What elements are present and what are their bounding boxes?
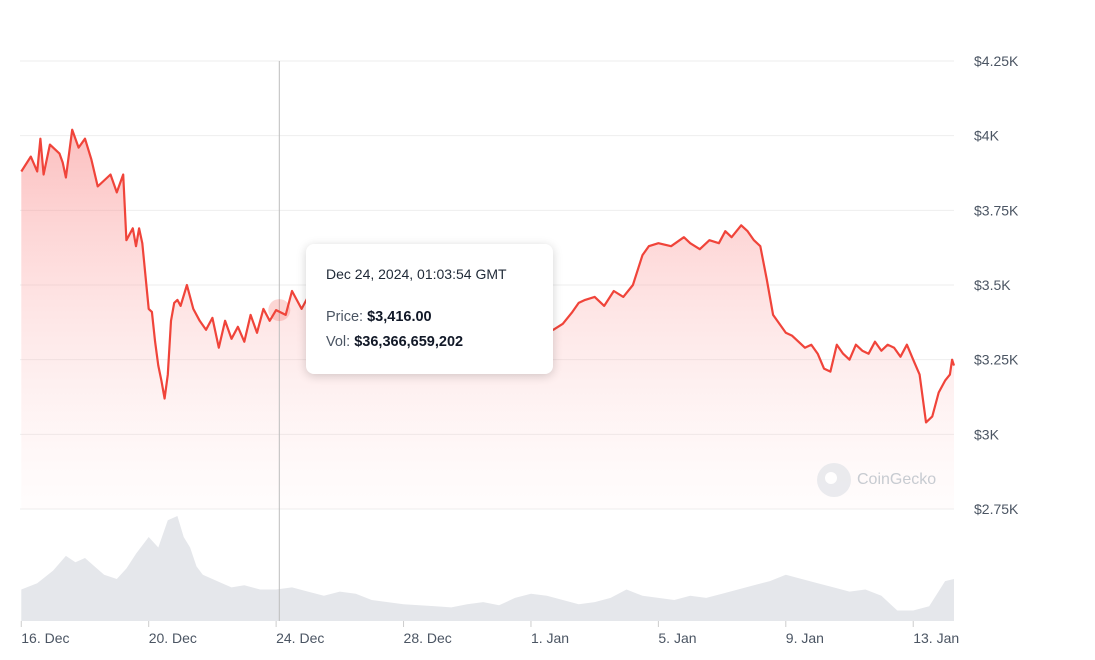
tooltip-price-value: $3,416.00 xyxy=(367,309,432,325)
x-tick-label: 1. Jan xyxy=(531,630,569,646)
price-tooltip: Dec 24, 2024, 01:03:54 GMT Price: $3,416… xyxy=(306,244,553,374)
watermark-text: CoinGecko xyxy=(857,471,937,488)
y-tick-label: $2.75K xyxy=(974,501,1019,517)
x-tick-label: 16. Dec xyxy=(21,630,69,646)
tooltip-volume-label: Vol: xyxy=(326,334,351,350)
x-tick-label: 9. Jan xyxy=(786,630,824,646)
x-tick-label: 24. Dec xyxy=(276,630,324,646)
x-tick-label: 20. Dec xyxy=(149,630,197,646)
tooltip-date: Dec 24, 2024, 01:03:54 GMT xyxy=(326,266,507,282)
tooltip-volume-row: Vol: $36,366,659,202 xyxy=(326,334,533,350)
y-tick-label: $3.5K xyxy=(974,277,1011,293)
x-tick-label: 13. Jan xyxy=(913,630,959,646)
coingecko-logo-icon xyxy=(817,463,851,497)
y-tick-label: $4K xyxy=(974,128,1000,144)
tooltip-volume-value: $36,366,659,202 xyxy=(354,334,464,350)
y-tick-label: $3K xyxy=(974,426,1000,442)
y-tick-label: $3.75K xyxy=(974,202,1019,218)
y-axis-ticks: $4.25K $4K $3.75K $3.5K $3.25K $3K $2.75K xyxy=(974,53,1019,517)
x-tick-label: 5. Jan xyxy=(658,630,696,646)
tooltip-price-row: Price: $3,416.00 xyxy=(326,309,533,325)
y-tick-label: $3.25K xyxy=(974,352,1019,368)
coingecko-watermark: CoinGecko xyxy=(817,463,936,497)
y-tick-label: $4.25K xyxy=(974,53,1019,69)
tooltip-price-label: Price: xyxy=(326,309,364,325)
volume-area xyxy=(21,516,954,621)
x-axis-ticks: 16. Dec 20. Dec 24. Dec 28. Dec 1. Jan 5. Jan… xyxy=(20,621,959,646)
volume-series xyxy=(21,516,954,621)
x-tick-label: 28. Dec xyxy=(404,630,452,646)
